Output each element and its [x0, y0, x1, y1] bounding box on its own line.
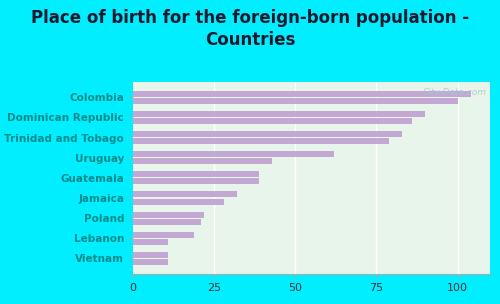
- Bar: [132, 199, 224, 205]
- Bar: [132, 91, 470, 97]
- Bar: [132, 171, 259, 177]
- Bar: [132, 191, 236, 197]
- Bar: [132, 239, 168, 245]
- Text: City-Data.com: City-Data.com: [422, 88, 486, 97]
- Bar: [132, 252, 168, 258]
- Bar: [132, 111, 425, 117]
- Bar: [132, 118, 412, 124]
- Bar: [132, 219, 201, 225]
- Bar: [132, 232, 194, 238]
- Bar: [132, 158, 272, 164]
- Bar: [132, 259, 168, 265]
- Text: Place of birth for the foreign-born population -
Countries: Place of birth for the foreign-born popu…: [31, 9, 469, 49]
- Bar: [132, 212, 204, 218]
- Bar: [132, 138, 389, 144]
- Bar: [132, 178, 259, 185]
- Bar: [132, 151, 334, 157]
- Bar: [132, 98, 458, 104]
- Bar: [132, 131, 402, 137]
